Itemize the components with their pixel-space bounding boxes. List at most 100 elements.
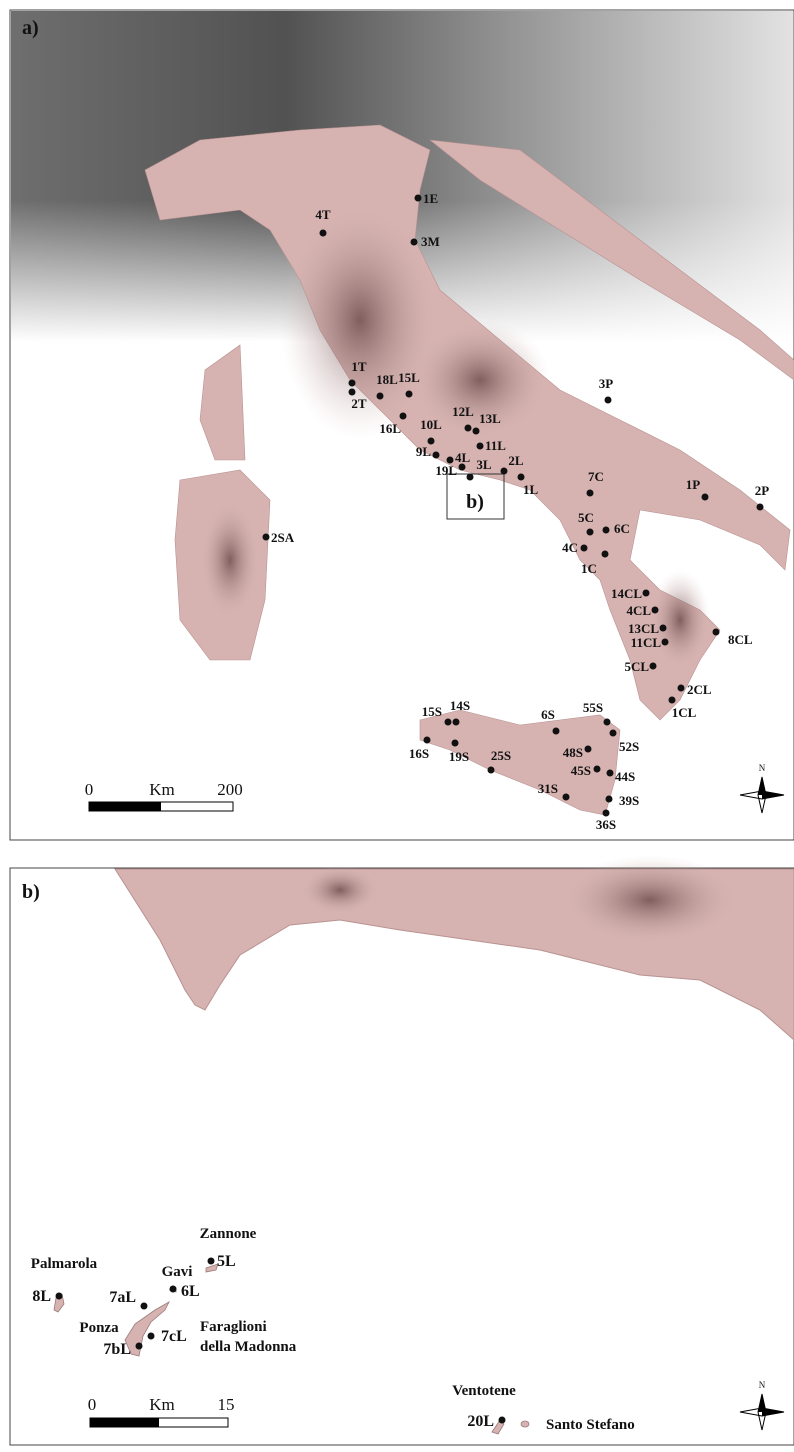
site-marker (349, 389, 356, 396)
site-label: 2CL (687, 682, 712, 697)
site-marker (320, 230, 327, 237)
site-label: 20L (467, 1413, 494, 1430)
site-label: 13L (479, 411, 501, 426)
site-marker (499, 1417, 506, 1424)
site-label: 4T (315, 207, 331, 222)
site-label: 5C (578, 510, 594, 525)
site-label: 18L (376, 372, 398, 387)
site-label: 45S (571, 763, 591, 778)
site-marker (349, 380, 356, 387)
site-label: 1C (581, 561, 597, 576)
site-label: 8L (32, 1288, 51, 1305)
north-label: N (759, 1380, 766, 1390)
site-marker (415, 195, 422, 202)
site-label: 1E (423, 191, 438, 206)
site-marker (610, 730, 617, 737)
scale-bar-fill (90, 1418, 159, 1427)
site-label: 2T (351, 396, 367, 411)
site-marker (488, 767, 495, 774)
site-label: 3L (476, 457, 492, 472)
site-label: 4L (455, 450, 471, 465)
island-label: Faraglioni (200, 1319, 267, 1335)
site-marker (587, 490, 594, 497)
scale-label: 0 (85, 780, 94, 799)
relief (560, 855, 740, 945)
site-label: 5L (217, 1253, 236, 1270)
site-label: 16L (379, 421, 401, 436)
site-label: 4CL (626, 603, 651, 618)
site-marker (602, 551, 609, 558)
site-label: 1L (523, 482, 539, 497)
site-marker (170, 1286, 177, 1293)
site-marker (467, 474, 474, 481)
site-label: 44S (615, 769, 635, 784)
site-label: 12L (452, 404, 474, 419)
site-label: 36S (596, 817, 616, 832)
island-label: Zannone (200, 1226, 257, 1242)
site-marker (585, 746, 592, 753)
site-marker (452, 740, 459, 747)
site-label: 11L (485, 438, 506, 453)
site-marker (650, 663, 657, 670)
site-label: 7aL (109, 1289, 136, 1306)
site-label: 55S (583, 700, 603, 715)
island-label: Palmarola (31, 1256, 98, 1272)
site-marker (607, 770, 614, 777)
relief (650, 570, 710, 670)
site-marker (669, 697, 676, 704)
site-marker (678, 685, 685, 692)
site-label: 11CL (631, 635, 662, 650)
site-label: 3M (421, 234, 440, 249)
site-marker (606, 796, 613, 803)
site-marker (603, 527, 610, 534)
site-marker (136, 1343, 143, 1350)
panel-label: b) (22, 881, 40, 903)
site-label: 7bL (103, 1341, 131, 1358)
site-marker (141, 1303, 148, 1310)
site-marker (553, 728, 560, 735)
site-marker (477, 443, 484, 450)
site-label: 15L (398, 370, 420, 385)
scale-label: 200 (217, 780, 243, 799)
site-marker (563, 794, 570, 801)
site-label: 19L (435, 463, 457, 478)
site-label: 1CL (672, 705, 697, 720)
site-marker (660, 625, 667, 632)
site-label: 7cL (161, 1328, 187, 1345)
relief (200, 500, 260, 620)
island-label: della Madonna (200, 1339, 297, 1355)
panel-label: a) (22, 17, 39, 39)
site-marker (604, 719, 611, 726)
site-label: 52S (619, 739, 639, 754)
scale-unit: Km (149, 780, 175, 799)
site-label: 6L (181, 1283, 200, 1300)
site-label: 31S (538, 781, 558, 796)
scale-unit: Km (149, 1395, 175, 1414)
site-marker (377, 393, 384, 400)
island-label: Gavi (162, 1264, 193, 1280)
figure: b) a) 0 Km 200 b) 0 Km 15 1E4T3M1T2T18L1… (0, 0, 794, 1452)
site-label: 8CL (728, 632, 753, 647)
site-marker (643, 590, 650, 597)
site-label: 19S (449, 749, 469, 764)
site-marker (433, 452, 440, 459)
site-label: 9L (416, 444, 432, 459)
site-marker (581, 545, 588, 552)
site-label: 2P (755, 483, 770, 498)
site-marker (652, 607, 659, 614)
site-marker (594, 766, 601, 773)
site-marker (587, 529, 594, 536)
site-marker (459, 464, 466, 471)
inset-label: b) (466, 491, 484, 513)
site-label: 25S (491, 748, 511, 763)
site-marker (406, 391, 413, 398)
site-label: 1T (351, 359, 367, 374)
site-label: 15S (422, 704, 442, 719)
island-label: Santo Stefano (546, 1417, 635, 1433)
site-marker (473, 428, 480, 435)
site-label: 16S (409, 746, 429, 761)
site-label: 6C (614, 521, 630, 536)
scale-label: 0 (88, 1395, 97, 1414)
site-label: 48S (563, 745, 583, 760)
site-marker (453, 719, 460, 726)
